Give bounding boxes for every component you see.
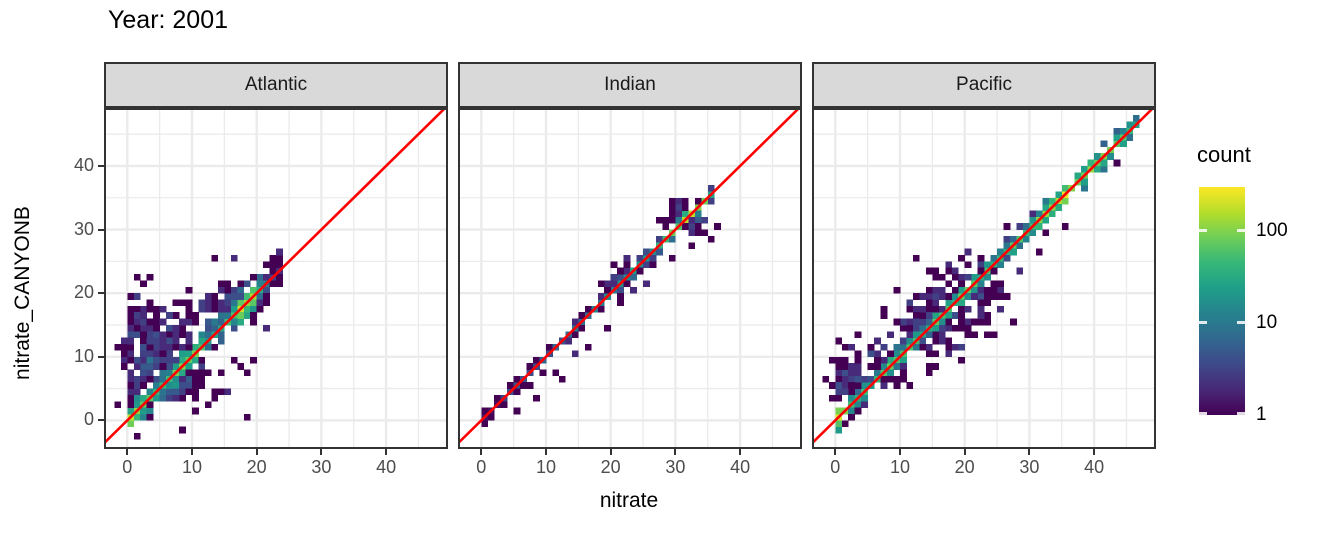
facet-strip-label: Indian xyxy=(604,74,656,95)
y-axis-tick xyxy=(98,355,104,358)
legend-tick xyxy=(1199,412,1207,415)
y-axis-tick-label: 40 xyxy=(73,154,94,175)
x-axis-title: nitrate xyxy=(599,489,659,512)
y-axis-tick-label: 30 xyxy=(73,218,94,239)
bins-layer xyxy=(114,248,283,440)
facet-strip-pacific: Pacific xyxy=(812,62,1156,108)
x-axis-tick xyxy=(126,449,129,455)
y-axis-tick-label: 20 xyxy=(73,282,94,303)
legend-tick xyxy=(1237,412,1245,415)
legend-tick-label: 1 xyxy=(1256,404,1267,425)
legend-colorbar xyxy=(1199,187,1245,415)
y-axis-tick xyxy=(98,419,104,422)
identity-line xyxy=(795,88,1173,460)
x-axis-tick xyxy=(609,449,612,455)
y-axis-title: nitrate_CANYONB xyxy=(11,206,34,380)
x-axis-tick-label: 20 xyxy=(246,457,267,477)
x-axis-tick xyxy=(1093,449,1096,455)
y-axis-tick xyxy=(98,228,104,231)
x-axis-tick xyxy=(1028,449,1031,455)
x-axis-tick xyxy=(320,449,323,455)
identity-line xyxy=(87,88,465,460)
x-axis-tick-label: 0 xyxy=(476,457,487,477)
y-axis-tick-label: 10 xyxy=(73,345,94,366)
x-axis-tick-label: 20 xyxy=(954,457,975,477)
x-axis-tick-label: 0 xyxy=(122,457,133,477)
x-axis-tick-label: 30 xyxy=(665,457,686,477)
x-axis-tick xyxy=(739,449,742,455)
x-axis-tick-label: 0 xyxy=(830,457,841,477)
plot-title: Year: 2001 xyxy=(108,6,229,34)
legend-tick xyxy=(1237,229,1245,233)
legend-tick xyxy=(1199,321,1207,325)
panel-canvas-pacific xyxy=(795,88,1173,460)
x-axis-tick xyxy=(899,449,901,455)
x-axis-tick xyxy=(385,449,388,455)
y-axis-tick-label: 0 xyxy=(83,409,94,430)
x-axis-tick xyxy=(674,449,677,455)
y-axis-tick xyxy=(98,164,104,167)
x-axis-tick-label: 40 xyxy=(1084,457,1105,477)
facet-strip-label: Pacific xyxy=(956,74,1012,95)
x-axis-tick xyxy=(255,449,258,455)
x-axis-tick xyxy=(480,449,483,455)
x-axis-tick xyxy=(545,449,547,455)
legend-tick-label: 10 xyxy=(1256,311,1278,333)
facet-strip-atlantic: Atlantic xyxy=(104,62,448,108)
x-axis-tick xyxy=(834,449,837,455)
identity-line xyxy=(441,88,819,460)
panel-canvas-indian xyxy=(441,88,819,460)
legend-tick xyxy=(1237,321,1245,325)
x-axis-tick-label: 40 xyxy=(376,457,397,477)
x-axis-tick-label: 10 xyxy=(535,457,557,477)
facet-strip-label: Atlantic xyxy=(244,74,308,95)
legend-title: count xyxy=(1197,142,1251,167)
facet-panel-indian xyxy=(441,88,819,460)
facet-panel-atlantic xyxy=(87,88,465,460)
facet-panel-pacific xyxy=(795,88,1173,460)
x-axis-tick-label: 20 xyxy=(600,457,621,477)
x-axis-tick-label: 10 xyxy=(889,457,911,477)
legend-tick-label: 100 xyxy=(1256,219,1288,241)
legend-tick xyxy=(1199,229,1207,233)
facet-strip-indian: Indian xyxy=(458,62,802,108)
panel-canvas-atlantic xyxy=(87,88,465,460)
x-axis-tick-label: 30 xyxy=(311,457,332,477)
x-axis-tick xyxy=(963,449,966,455)
x-axis-tick-label: 30 xyxy=(1019,457,1040,477)
x-axis-tick xyxy=(191,449,193,455)
x-axis-tick-label: 10 xyxy=(181,457,203,477)
x-axis-tick-label: 40 xyxy=(730,457,751,477)
y-axis-tick xyxy=(98,292,104,295)
